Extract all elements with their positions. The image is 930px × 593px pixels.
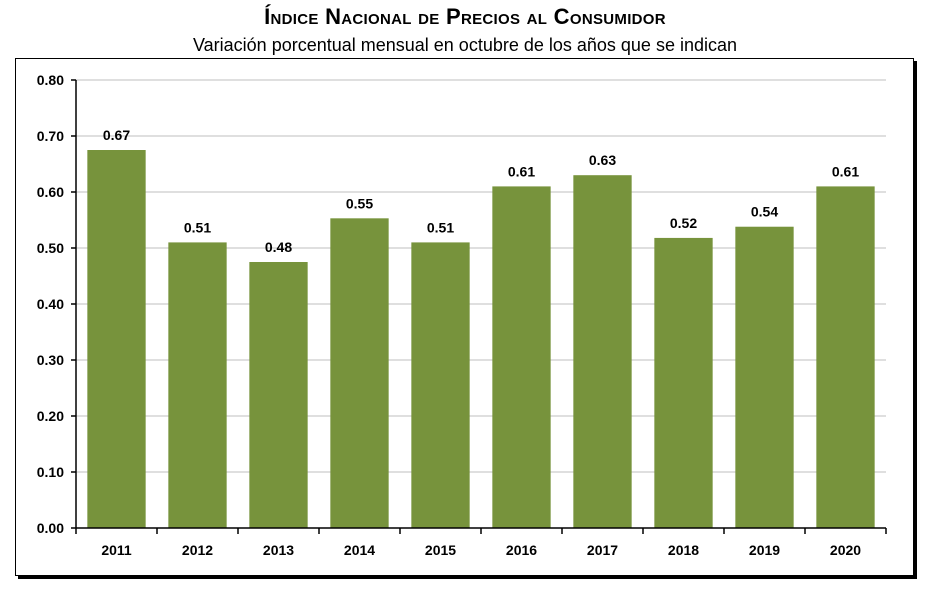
- y-tick-label: 0.60: [37, 184, 64, 200]
- bar: [168, 242, 227, 528]
- chart-title: Índice Nacional de Precios al Consumidor: [264, 4, 666, 29]
- x-tick-label: 2013: [263, 542, 294, 558]
- bar: [411, 242, 470, 528]
- x-tick-label: 2018: [668, 542, 699, 558]
- x-tick-label: 2016: [506, 542, 537, 558]
- y-tick-label: 0.70: [37, 128, 64, 144]
- bar: [330, 218, 389, 528]
- bar: [492, 186, 551, 528]
- x-tick-label: 2011: [101, 542, 132, 558]
- bar: [735, 226, 794, 528]
- data-label: 0.52: [670, 215, 697, 231]
- bar: [816, 186, 875, 528]
- data-label: 0.55: [346, 195, 373, 211]
- x-tick-label: 2012: [182, 542, 213, 558]
- bar: [573, 175, 632, 528]
- x-tick-label: 2019: [749, 542, 780, 558]
- y-tick-label: 0.80: [37, 72, 64, 88]
- data-label: 0.63: [589, 152, 616, 168]
- y-tick-label: 0.20: [37, 408, 64, 424]
- x-tick-label: 2017: [587, 542, 618, 558]
- chart-subtitle: Variación porcentual mensual en octubre …: [192, 35, 738, 55]
- data-label: 0.51: [184, 219, 211, 235]
- bar: [87, 150, 146, 528]
- y-tick-label: 0.50: [37, 240, 64, 256]
- data-label: 0.48: [265, 239, 292, 255]
- data-label: 0.61: [508, 163, 535, 179]
- data-label: 0.67: [103, 127, 130, 143]
- data-label: 0.54: [751, 204, 778, 220]
- data-label: 0.51: [427, 219, 454, 235]
- bar: [249, 262, 308, 528]
- x-tick-label: 2020: [830, 542, 861, 558]
- x-tick-label: 2014: [344, 542, 375, 558]
- y-tick-label: 0.00: [37, 520, 64, 536]
- bar: [654, 237, 713, 529]
- y-tick-label: 0.30: [37, 352, 64, 368]
- x-tick-label: 2015: [425, 542, 456, 558]
- data-label: 0.61: [832, 163, 859, 179]
- y-tick-label: 0.10: [37, 464, 64, 480]
- y-tick-label: 0.40: [37, 296, 64, 312]
